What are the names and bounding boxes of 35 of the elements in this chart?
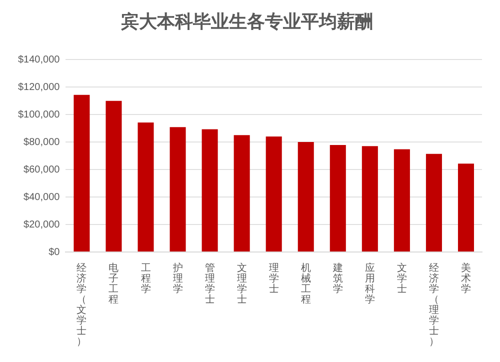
x-tick-label: 文理学士 (236, 262, 247, 306)
bar (202, 129, 218, 252)
x-tick-label: 美术学 (460, 262, 471, 295)
chart-title: 宾大本科毕业生各专业平均薪酬 (120, 11, 373, 32)
bar (458, 164, 474, 252)
y-tick-label: $60,000 (24, 164, 60, 176)
x-tick-label: 经济学（文学士） (76, 262, 87, 348)
bar (266, 136, 282, 252)
y-tick-label: $20,000 (24, 219, 60, 230)
x-tick-label: 护理学 (172, 262, 183, 295)
y-tick-label: $140,000 (18, 54, 60, 66)
y-tick-label: $120,000 (18, 82, 60, 93)
bar (74, 94, 90, 252)
x-tick-label: 经济学（理学士） (428, 262, 439, 348)
x-tick-label: 管理学士 (204, 262, 215, 306)
x-tick-label: 工程学 (140, 262, 151, 295)
y-tick-label: $100,000 (18, 109, 60, 120)
bar (106, 100, 122, 252)
x-tick-label: 理学士 (268, 262, 279, 295)
bar (362, 146, 378, 252)
y-tick-label: $40,000 (24, 192, 60, 203)
bar (138, 122, 154, 252)
x-tick-label: 应用科学 (364, 262, 375, 306)
y-tick-label: $0 (48, 246, 60, 258)
bar (298, 142, 314, 252)
y-tick-label: $80,000 (24, 136, 60, 148)
x-tick-label: 机械工程 (300, 262, 311, 306)
bar (394, 149, 410, 252)
bar (170, 127, 186, 252)
bar (234, 135, 250, 252)
x-tick-label: 文学士 (396, 262, 407, 295)
bar (426, 154, 442, 252)
x-tick-label: 电子工程 (108, 262, 119, 306)
bar (330, 144, 346, 252)
x-tick-label: 建筑学 (332, 262, 343, 295)
